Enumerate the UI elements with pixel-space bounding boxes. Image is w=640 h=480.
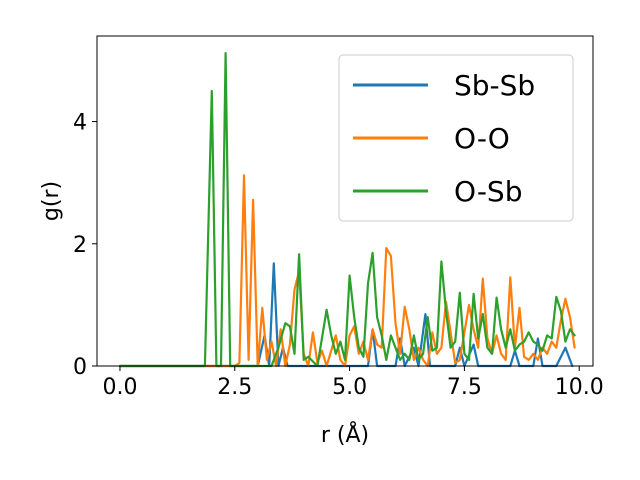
x-tick-label: 10.0 [555,375,604,400]
series-line-o-o [118,174,576,368]
legend-box [338,54,574,222]
x-axis-title: r (Å) [321,421,369,448]
legend-label-o-sb: O-Sb [454,175,522,208]
series-line-o-sb [118,52,576,368]
plot-frame [96,35,594,367]
x-tick-label: 5.0 [332,375,367,400]
x-tick-label: 0.0 [102,375,137,400]
y-tick-label: 4 [73,111,87,136]
y-axis-title: g(r) [39,181,64,221]
legend-label-sb-sb: Sb-Sb [454,69,535,102]
y-axis-ticks: 0 2 4 [73,111,97,380]
x-tick-label: 7.5 [447,375,482,400]
y-tick-label: 2 [73,233,87,258]
x-axis-ticks: 0.0 2.5 5.0 7.5 10.0 [102,366,604,400]
legend-label-o-o: O-O [454,122,510,155]
y-tick-label: 0 [73,355,87,380]
x-tick-label: 2.5 [217,375,252,400]
legend: Sb-Sb O-O O-Sb [338,54,574,222]
